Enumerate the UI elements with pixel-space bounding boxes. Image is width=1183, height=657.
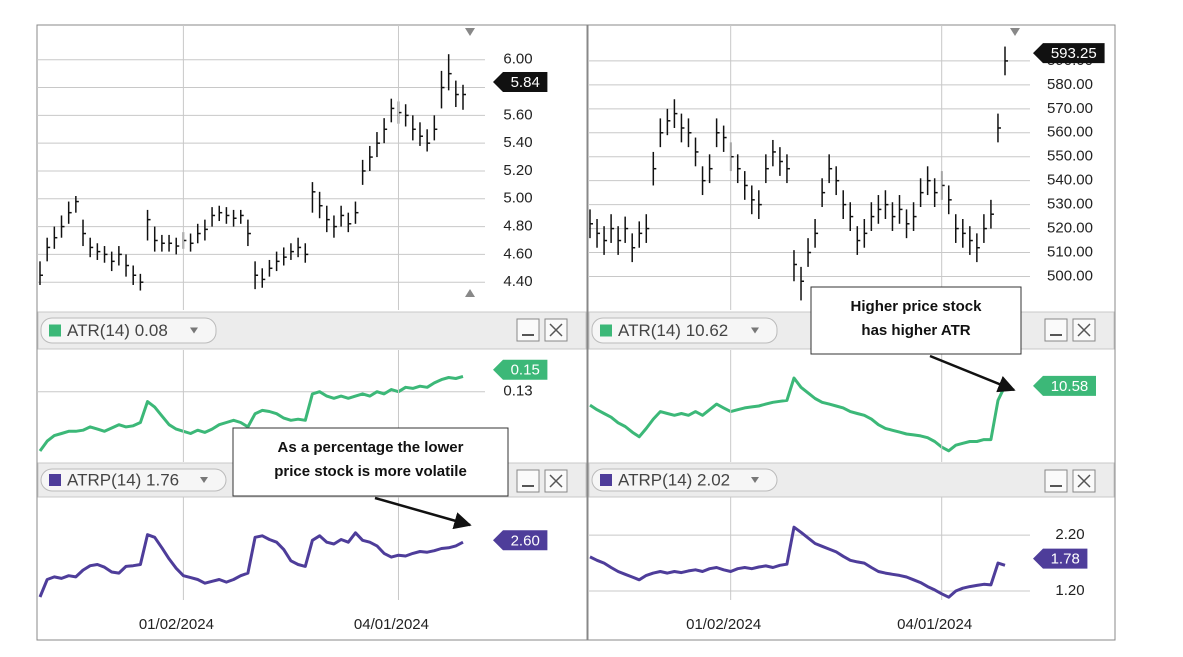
indicator-pill: [40, 317, 217, 344]
y-tick-label: 530.00: [1047, 196, 1093, 213]
indicator-pill: [591, 317, 778, 344]
y-tick-label: 580.00: [1047, 76, 1093, 93]
indicator-line: [589, 525, 1006, 599]
price-tag-label: 2.60: [511, 532, 540, 549]
price-tag-label: 0.15: [511, 362, 540, 379]
annotation-arrow: [374, 496, 472, 530]
indicator-pill: [40, 468, 227, 492]
x-tick-label: 01/02/2024: [686, 616, 761, 633]
y-tick-label: 4.60: [503, 245, 532, 262]
indicator-line: [38, 531, 464, 598]
annotation-text: has higher ATR: [861, 322, 970, 339]
indicator-pill: [591, 468, 778, 492]
annotation-text: price stock is more volatile: [274, 463, 467, 480]
scroll-marker: [465, 289, 475, 297]
y-tick-label: 1.20: [1055, 582, 1084, 599]
indicator-swatch: [49, 324, 61, 337]
price-tag-label: 1.78: [1051, 551, 1080, 568]
indicator-title: ATRP(14) 2.02: [618, 470, 730, 489]
scroll-marker: [1010, 28, 1020, 36]
minimize-button[interactable]: [516, 469, 540, 493]
minimize-button[interactable]: [1044, 469, 1068, 493]
y-tick-label: 560.00: [1047, 124, 1093, 141]
price-tag-label: 593.25: [1051, 45, 1097, 62]
y-tick-label: 0.13: [503, 383, 532, 400]
indicator-swatch: [600, 474, 612, 486]
price-tag: [1033, 375, 1096, 396]
indicator-swatch: [49, 474, 61, 486]
dropdown-caret: [190, 327, 198, 334]
price-tag: [493, 530, 548, 551]
y-tick-label: 6.00: [503, 51, 532, 68]
price-tag: [493, 359, 548, 380]
panel-border: [587, 24, 1116, 641]
y-tick-label: 540.00: [1047, 172, 1093, 189]
y-tick-label: 510.00: [1047, 243, 1093, 260]
price-tag: [1033, 548, 1088, 569]
x-tick-label: 04/01/2024: [354, 616, 429, 633]
y-tick-label: 5.60: [503, 106, 532, 123]
dropdown-caret: [751, 477, 759, 483]
annotation-arrow: [929, 354, 1016, 393]
y-tick-label: 5.40: [503, 134, 532, 151]
price-tag: [493, 72, 548, 92]
dropdown-caret: [200, 477, 208, 483]
indicator-line: [589, 376, 1007, 453]
annotation-text: Higher price stock: [851, 298, 983, 315]
y-tick-label: 520.00: [1047, 220, 1093, 237]
indicator-title: ATR(14) 0.08: [67, 321, 168, 340]
y-tick-label: 570.00: [1047, 100, 1093, 117]
y-tick-label: 5.20: [503, 162, 532, 179]
price-tag-label: 5.84: [511, 74, 540, 91]
y-tick-label: 5.00: [503, 190, 532, 207]
annotation-box: [810, 286, 1022, 355]
close-icon: [549, 323, 563, 337]
minimize-button[interactable]: [516, 318, 540, 342]
minimize-button[interactable]: [1044, 318, 1068, 342]
dropdown-caret: [751, 327, 759, 334]
close-icon: [549, 474, 563, 488]
x-tick-label: 01/02/2024: [139, 616, 214, 633]
price-tag: [1033, 43, 1105, 64]
y-tick-label: 4.40: [503, 273, 532, 290]
indicator-title: ATRP(14) 1.76: [67, 470, 179, 489]
scroll-marker: [465, 28, 475, 36]
indicator-line: [38, 374, 464, 452]
y-tick-label: 2.20: [1055, 526, 1084, 543]
y-tick-label: 550.00: [1047, 148, 1093, 165]
y-tick-label: 500.00: [1047, 267, 1093, 284]
x-tick-label: 04/01/2024: [897, 616, 972, 633]
indicator-title: ATR(14) 10.62: [618, 321, 728, 340]
annotation-box: [232, 427, 509, 497]
close-icon: [1077, 323, 1091, 337]
annotation-text: As a percentage the lower: [278, 439, 464, 456]
y-tick-label: 4.80: [503, 218, 532, 235]
close-icon: [1077, 474, 1091, 488]
indicator-swatch: [600, 324, 612, 337]
price-tag-label: 10.58: [1051, 378, 1089, 395]
panel-border: [36, 24, 588, 641]
